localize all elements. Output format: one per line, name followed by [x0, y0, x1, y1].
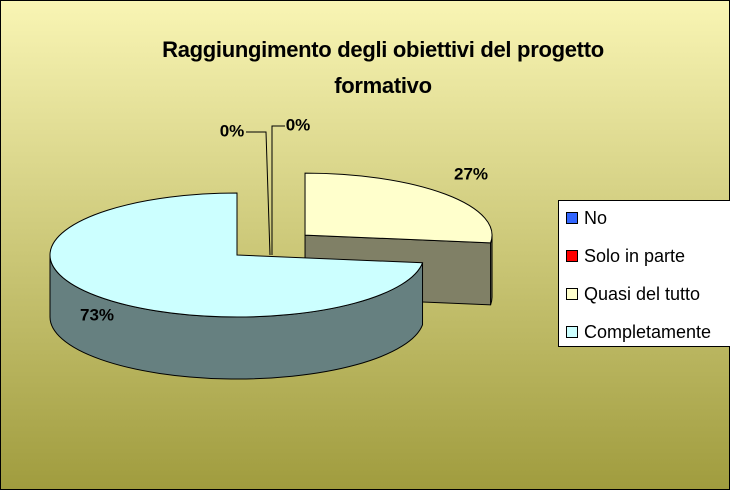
- data-label: 27%: [454, 164, 488, 183]
- legend-label: Quasi del tutto: [584, 284, 700, 304]
- leader-line: [271, 125, 285, 255]
- data-label: 73%: [80, 305, 114, 324]
- leader-line: [246, 131, 271, 256]
- data-label: 0%: [286, 115, 311, 134]
- legend-label: No: [584, 208, 607, 228]
- data-label: 0%: [220, 121, 245, 140]
- legend-swatch: [566, 250, 578, 262]
- chart-title: Raggiungimento degli obiettivi del proge…: [162, 37, 604, 98]
- pie-slice: [304, 172, 493, 244]
- legend-swatch: [566, 288, 578, 300]
- legend-label: Solo in parte: [584, 246, 685, 266]
- pie-slice: [49, 192, 424, 318]
- legend-swatch: [566, 212, 578, 224]
- legend-label: Completamente: [584, 322, 711, 342]
- legend-swatch: [566, 326, 578, 338]
- legend-box: [558, 200, 730, 347]
